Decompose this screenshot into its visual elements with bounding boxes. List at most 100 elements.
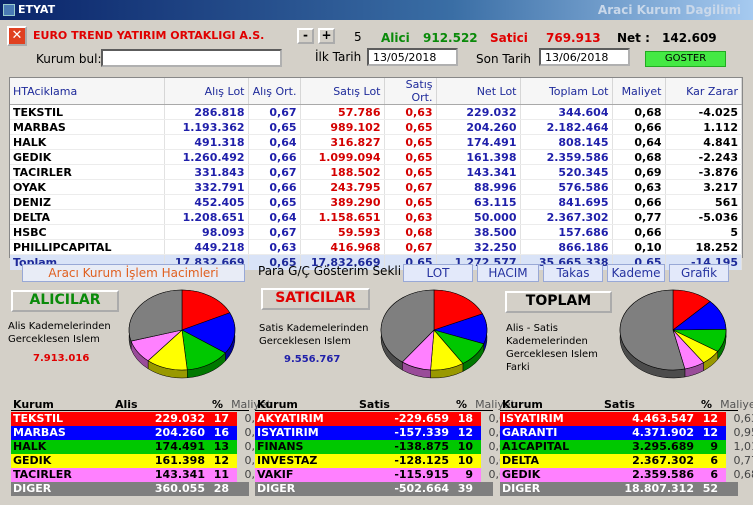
toplam-desc1: Alis - Satis	[506, 323, 558, 334]
bottom-table-row[interactable]: DIGER -502.664 39	[255, 482, 493, 496]
minus-button[interactable]: -	[297, 28, 314, 44]
bottom-table-row[interactable]: FINANS-138.875100,61	[255, 440, 513, 454]
broker-name: ISYATIRIM	[257, 426, 319, 439]
broker-value: 360.055	[154, 482, 205, 495]
broker-value: 18.807.312	[624, 482, 694, 495]
table-cell: 3.217	[665, 179, 742, 195]
col-header[interactable]: Satış Ort.	[384, 78, 437, 105]
col-header[interactable]: Kar Zarar	[665, 78, 742, 105]
lot-button[interactable]: LOT	[403, 264, 473, 282]
brokers-table: HTAciklama Alış Lot Alış Ort. Satış Lot …	[9, 77, 743, 270]
broker-name: GEDIK	[502, 468, 541, 481]
table-cell: -2.243	[665, 149, 742, 165]
col-header[interactable]: Maliyet	[612, 78, 666, 105]
table-cell: 18.252	[665, 239, 742, 255]
table-cell: 0,65	[384, 149, 437, 165]
bottom-table-row[interactable]: INVESTAZ-128.125100,63	[255, 454, 513, 468]
col-header[interactable]: Net Lot	[436, 78, 521, 105]
table-row[interactable]: GEDIK 1.260.492 0,66 1.099.094 0,65 161.398 2.…	[10, 149, 742, 165]
col-header[interactable]: Alış Lot	[164, 78, 249, 105]
col-header[interactable]: Toplam Lot	[520, 78, 613, 105]
pie-slice	[619, 289, 686, 371]
broker-percent: 13	[213, 440, 229, 453]
bottom-table-row[interactable]: ISYATIRIM 4.463.547 12 0,63	[500, 412, 753, 426]
end-date-field[interactable]: 13/06/2018	[539, 48, 630, 66]
table-cell: 0,65	[384, 134, 437, 150]
broker-value: -157.339	[394, 426, 449, 439]
bottom-table-row[interactable]: DIGER 360.055 28	[11, 482, 249, 496]
table-cell: 0,66	[612, 119, 666, 135]
bottom-table-row[interactable]: GARANTI 4.371.902 12 0,95	[500, 426, 753, 440]
table-cell: 0,63	[384, 104, 437, 120]
table-cell: 389.290	[300, 194, 385, 210]
bottom-table-row[interactable]: DIGER 18.807.312 52	[500, 482, 738, 496]
saticilar-pie	[380, 289, 488, 379]
bottom-table-row[interactable]: AKYATIRIM-229.659180,63	[255, 412, 513, 426]
table-cell: 0,67	[248, 104, 301, 120]
close-icon[interactable]: ✕	[7, 26, 27, 46]
grafik-button[interactable]: Grafik	[669, 264, 729, 282]
bottom-table-row[interactable]: DELTA 2.367.302 6 0,77	[500, 454, 753, 468]
table-cell: 98.093	[164, 224, 249, 240]
table-cell: 0,64	[612, 134, 666, 150]
header-underline	[11, 410, 249, 411]
table-row[interactable]: HALK 491.318 0,64 316.827 0,65 174.491 808.145…	[10, 134, 742, 150]
col-header[interactable]: Alış Ort.	[248, 78, 301, 105]
pie-slice	[380, 289, 435, 363]
table-row[interactable]: PHILLIPCAPITAL 449.218 0,63 416.968 0,67 32.2…	[10, 239, 742, 255]
start-date-field[interactable]: 13/05/2018	[367, 48, 458, 66]
broker-percent: 6	[710, 468, 718, 481]
broker-percent: 12	[457, 426, 473, 439]
broker-maliyet: 0,63	[726, 412, 753, 426]
broker-name: AKYATIRIM	[257, 412, 324, 425]
goster-button[interactable]: GOSTER	[645, 51, 726, 67]
table-cell: 0,10	[612, 239, 666, 255]
broker-name: DIGER	[502, 482, 541, 495]
table-header: HTAciklama Alış Lot Alış Ort. Satış Lot …	[10, 78, 742, 105]
tab-islem-hacimleri[interactable]: Aracı Kurum İşlem Hacimleri	[22, 264, 245, 282]
bottom-table-row[interactable]: A1CAPITAL 3.295.689 9 1,01	[500, 440, 753, 454]
broker-name: TEKSTIL	[13, 412, 64, 425]
hdr-kurum: Kurum	[502, 398, 543, 411]
kurum-search-input[interactable]	[101, 49, 282, 67]
col-header[interactable]: Satış Lot	[300, 78, 385, 105]
table-cell: 174.491	[436, 134, 521, 150]
table-cell: 520.345	[520, 164, 613, 180]
table-cell: 0,68	[612, 104, 666, 120]
broker-value: -229.659	[394, 412, 449, 425]
table-cell: 316.827	[300, 134, 385, 150]
table-cell: DELTA	[10, 209, 165, 225]
bottom-table-row[interactable]: VAKIF-115.91590,67	[255, 468, 513, 482]
title-bar: ETYAT Araci Kurum Dagilimi	[0, 0, 753, 20]
table-row[interactable]: OYAK 332.791 0,66 243.795 0,67 88.996 576.586 0…	[10, 179, 742, 195]
table-row[interactable]: HSBC 98.093 0,67 59.593 0,68 38.500 157.686 0,6…	[10, 224, 742, 240]
plus-button[interactable]: +	[318, 28, 335, 44]
table-row[interactable]: TACIRLER 331.843 0,67 188.502 0,65 143.341 520…	[10, 164, 742, 180]
table-cell: 576.586	[520, 179, 613, 195]
hdr-maliyet: Maliyet	[231, 398, 271, 411]
table-row[interactable]: MARBAS 1.193.362 0,65 989.102 0,65 204.260 2.1…	[10, 119, 742, 135]
bottom-table-row[interactable]: GEDIK 2.359.586 6 0,68	[500, 468, 753, 482]
table-cell: 0,77	[612, 209, 666, 225]
broker-name: TACIRLER	[13, 468, 72, 481]
table-cell: 0,67	[384, 179, 437, 195]
broker-percent: 9	[710, 440, 718, 453]
table-row[interactable]: DENIZ 452.405 0,65 389.290 0,65 63.115 841.695…	[10, 194, 742, 210]
hacim-button[interactable]: HACIM	[477, 264, 539, 282]
bottom-table-row[interactable]: ISYATIRIM-157.339120,63	[255, 426, 513, 440]
table-row[interactable]: TEKSTIL 286.818 0,67 57.786 0,63 229.032 344.6…	[10, 104, 742, 120]
table-cell: 0,66	[612, 194, 666, 210]
broker-name: INVESTAZ	[257, 454, 318, 467]
bottom-table-header: Kurum Alis% Maliyet	[11, 398, 271, 411]
table-row[interactable]: DELTA 1.208.651 0,64 1.158.651 0,63 50.000 2.3…	[10, 209, 742, 225]
kademe-button[interactable]: Kademe	[607, 264, 665, 282]
table-cell: 4.841	[665, 134, 742, 150]
col-header[interactable]: HTAciklama	[10, 78, 165, 105]
table-cell: 0,65	[248, 194, 301, 210]
takas-button[interactable]: Takas	[543, 264, 603, 282]
